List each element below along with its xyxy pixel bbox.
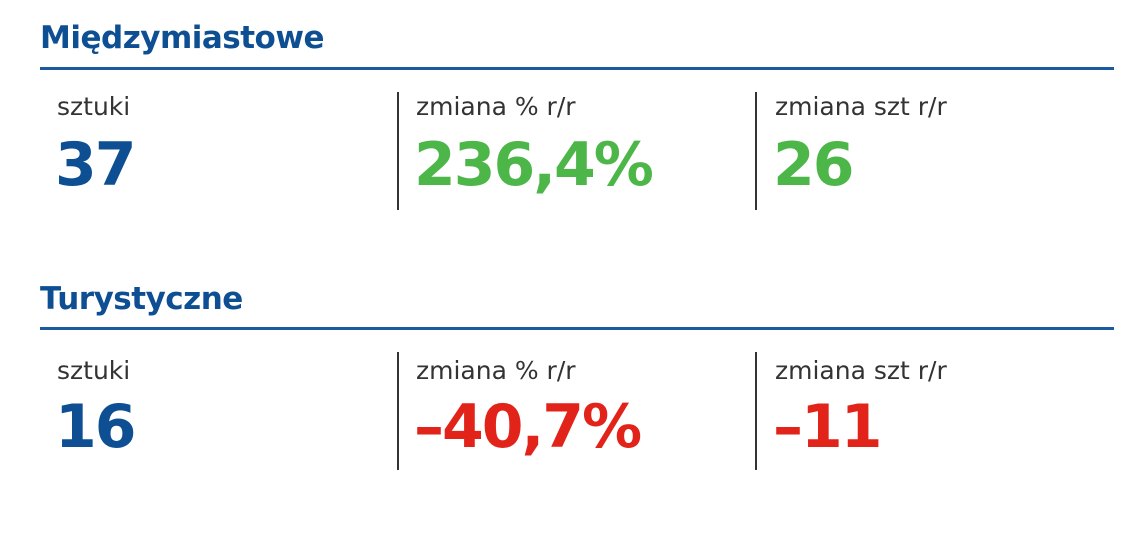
section-title: Turystyczne: [40, 281, 243, 317]
pct-change-value: 236,4%: [414, 130, 654, 200]
pct-change-value: –40,7%: [414, 392, 642, 462]
unit-change-label: zmiana szt r/r: [775, 92, 947, 121]
divider-line: [40, 327, 1114, 330]
count-value: 37: [55, 130, 136, 200]
column-divider: [397, 92, 399, 210]
divider-line: [40, 67, 1114, 70]
count-value: 16: [55, 392, 136, 462]
count-label: sztuki: [57, 356, 131, 385]
section-title: Międzymiastowe: [40, 20, 325, 56]
unit-change-label: zmiana szt r/r: [775, 356, 947, 385]
pct-change-label: zmiana % r/r: [416, 92, 576, 121]
pct-change-label: zmiana % r/r: [416, 356, 576, 385]
unit-change-value: –11: [773, 392, 882, 462]
column-divider: [755, 352, 757, 470]
column-divider: [755, 92, 757, 210]
unit-change-value: 26: [773, 130, 854, 200]
column-divider: [397, 352, 399, 470]
count-label: sztuki: [57, 92, 131, 121]
